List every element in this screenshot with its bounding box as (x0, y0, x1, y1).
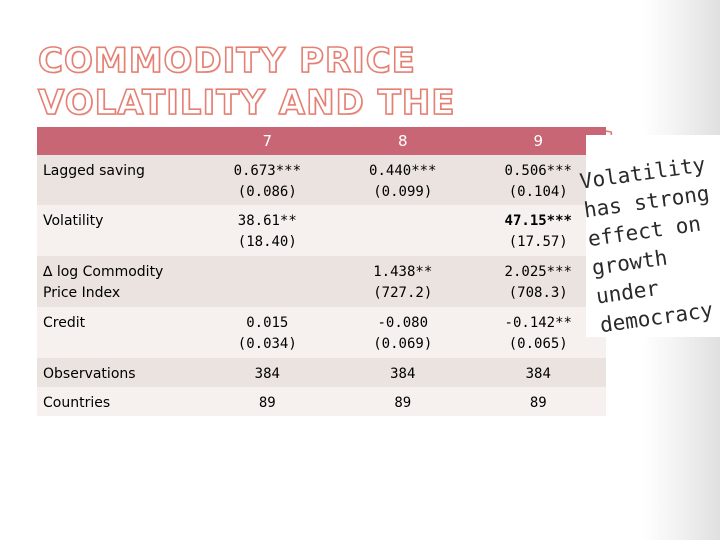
cell-value: 47.15*** (504, 213, 572, 229)
table-header: 7 8 9 (37, 127, 606, 155)
table-row: Countries 89 89 89 (37, 387, 606, 416)
cell-value: 89 (258, 395, 276, 411)
cell-value: 0.440*** (369, 163, 437, 179)
cell-value: -0.080 (377, 315, 429, 331)
table-row: Volatility 38.61** (18.40) 47.15*** (17.57… (37, 205, 606, 256)
cell-se: (0.099) (373, 184, 433, 200)
row-label: Volatility (43, 213, 104, 229)
cell-value: 0.015 (246, 315, 289, 331)
cell-value: 0.506*** (504, 163, 572, 179)
header-empty (37, 127, 200, 155)
header-col-7: 7 (199, 127, 336, 155)
cell-se: (0.069) (373, 336, 433, 352)
regression-table: 7 8 9 Lagged saving 0.673*** (0.086) 0.44… (37, 127, 606, 416)
table-row: Lagged saving 0.673*** (0.086) 0.440*** (0… (37, 155, 606, 205)
annotation-note: Volatility has strong effect on growth u… (578, 150, 720, 340)
cell-se: (0.104) (508, 184, 568, 200)
annotation-text: Volatility has strong effect on growth u… (578, 152, 715, 338)
cell-value: 0.673*** (233, 163, 302, 179)
table-row: Observations 384 384 384 (37, 358, 606, 387)
cell-se: (17.57) (508, 234, 568, 250)
cell-value: 384 (254, 366, 280, 382)
row-label: Countries (43, 395, 111, 411)
cell-value: 38.61** (237, 213, 297, 229)
annotation-backdrop (586, 135, 720, 337)
cell-se: (0.034) (237, 336, 297, 352)
table-row: Credit 0.015 (0.034) -0.080 (0.069) -0.142… (37, 307, 606, 358)
cell-se: (0.086) (237, 184, 297, 200)
cell-value: 2.025*** (504, 264, 572, 280)
cell-se: (727.2) (373, 285, 433, 301)
row-label: ∆ log Commodity Price Index (43, 264, 164, 301)
cell-value: 384 (525, 366, 551, 382)
cell-se: (708.3) (508, 285, 568, 301)
cell-se: (18.40) (237, 234, 297, 250)
row-label: Credit (43, 315, 86, 331)
row-label: Lagged saving (43, 163, 145, 179)
cell-se: (0.065) (508, 336, 568, 352)
cell-value: 89 (394, 395, 412, 411)
row-label: Observations (43, 366, 136, 382)
cell-value: -0.142** (504, 315, 572, 331)
cell-value: 1.438** (373, 264, 433, 280)
header-col-8: 8 (335, 127, 471, 155)
header-col-9: 9 (470, 127, 606, 155)
table-row: ∆ log Commodity Price Index 1.438** (727.… (37, 256, 606, 307)
cell-value: 89 (529, 395, 547, 411)
cell-value: 384 (390, 366, 416, 382)
